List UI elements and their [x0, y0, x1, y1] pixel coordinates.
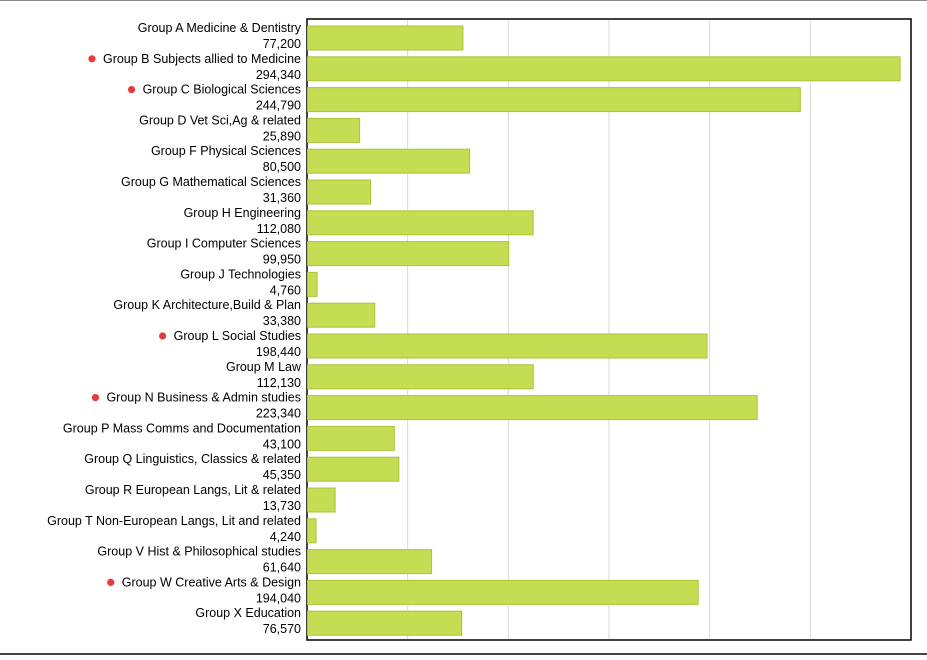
category-label: Group K Architecture,Build & Plan — [113, 298, 301, 312]
category-label: Group N Business & Admin studies — [106, 391, 301, 405]
value-label: 4,760 — [270, 283, 301, 297]
value-label: 25,890 — [263, 129, 301, 143]
highlight-marker — [127, 86, 136, 94]
category-label: Group F Physical Sciences — [151, 144, 301, 158]
category-label: Group Q Linguistics, Classics & related — [84, 452, 301, 466]
category-label: Group P Mass Comms and Documentation — [63, 421, 301, 435]
bottom-border — [0, 653, 927, 655]
bar — [307, 610, 463, 636]
category-label: Group M Law — [226, 360, 302, 374]
bar — [307, 148, 471, 174]
value-label: 223,340 — [256, 407, 301, 421]
bar — [307, 518, 317, 544]
category-label: Group B Subjects allied to Medicine — [103, 52, 301, 66]
value-label: 45,350 — [263, 468, 301, 482]
category-label: Group I Computer Sciences — [147, 237, 301, 251]
highlight-marker — [91, 394, 100, 402]
value-label: 13,730 — [263, 499, 301, 513]
bar — [307, 456, 400, 482]
top-border — [0, 0, 927, 1]
value-label: 99,950 — [263, 253, 301, 267]
bar — [307, 117, 361, 143]
bar — [307, 302, 376, 328]
category-label: Group J Technologies — [180, 267, 301, 281]
category-label: Group W Creative Arts & Design — [122, 575, 301, 589]
category-label: Group C Biological Sciences — [143, 83, 301, 97]
value-label: 76,570 — [263, 622, 301, 636]
highlight-marker — [159, 332, 167, 340]
bar — [307, 487, 336, 513]
value-label: 77,200 — [263, 37, 301, 51]
bar — [307, 579, 699, 605]
bar — [307, 271, 318, 297]
category-label: Group R European Langs, Lit & related — [85, 483, 301, 497]
value-label: 33,380 — [263, 314, 301, 328]
category-label: Group G Mathematical Sciences — [121, 175, 301, 189]
value-label: 294,340 — [256, 68, 301, 82]
value-label: 112,080 — [257, 222, 301, 236]
value-label: 198,440 — [256, 345, 301, 359]
value-label: 43,100 — [263, 437, 301, 451]
bar — [307, 179, 372, 205]
category-label: Group X Education — [195, 606, 301, 620]
bar — [307, 56, 901, 82]
bar — [307, 25, 464, 51]
value-label: 244,790 — [256, 99, 301, 113]
bar — [307, 241, 510, 267]
highlight-marker — [107, 578, 115, 587]
value-label: 4,240 — [270, 530, 301, 544]
bar — [307, 395, 758, 421]
bar — [307, 210, 534, 236]
category-label: Group T Non-European Langs, Lit and rela… — [47, 514, 301, 528]
category-label: Group H Engineering — [184, 206, 301, 220]
category-label: Group L Social Studies — [174, 329, 301, 343]
value-label: 194,040 — [256, 591, 301, 605]
value-label: 112,130 — [257, 376, 301, 390]
value-label: 61,640 — [263, 561, 301, 575]
value-label: 31,360 — [263, 191, 301, 205]
highlight-marker — [88, 55, 96, 63]
category-label: Group V Hist & Philosophical studies — [97, 545, 301, 559]
bar — [307, 333, 708, 359]
bar — [307, 87, 801, 113]
category-label: Group D Vet Sci,Ag & related — [139, 113, 301, 127]
category-label: Group A Medicine & Dentistry — [138, 21, 302, 35]
bar — [307, 549, 433, 575]
bar — [307, 364, 534, 390]
bar — [307, 425, 395, 451]
value-label: 80,500 — [263, 160, 301, 174]
